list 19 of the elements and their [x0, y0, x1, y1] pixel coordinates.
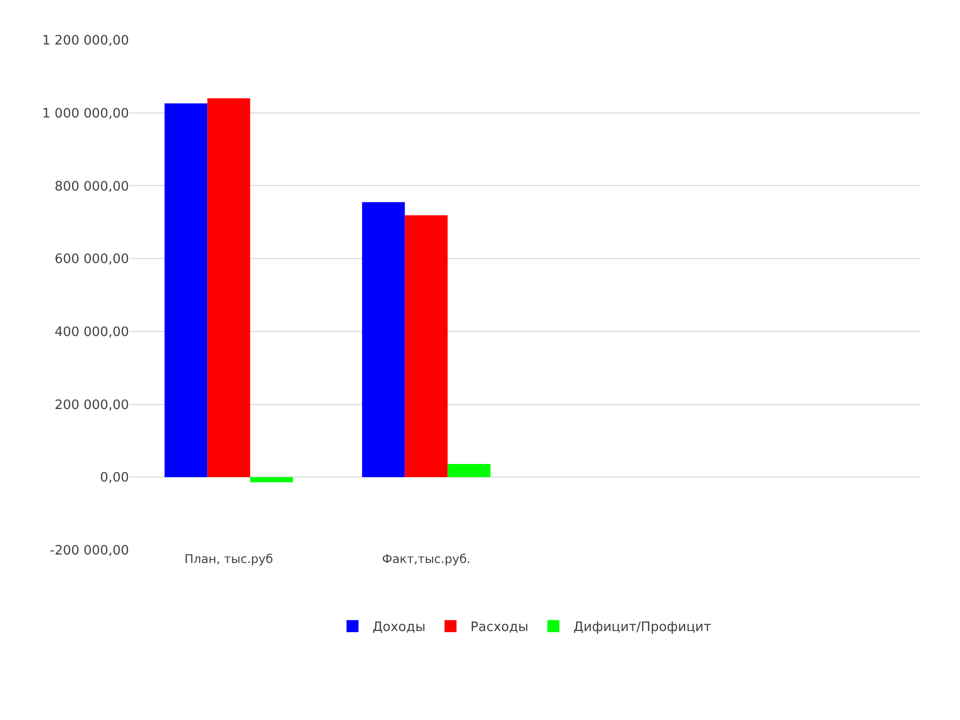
y-tick-label: 400 000,00: [54, 324, 129, 340]
legend-label: Доходы: [372, 620, 426, 636]
y-tick-label: 1 000 000,00: [42, 106, 129, 122]
bar: [207, 98, 250, 478]
bar: [250, 477, 293, 482]
x-tick-label: Факт,тыс.руб.: [382, 552, 471, 566]
bar: [404, 215, 448, 478]
y-tick-label: 800 000,00: [54, 179, 129, 194]
y-tick-label: 200 000,00: [54, 398, 129, 413]
legend-label: Дифицит/Профицит: [573, 620, 712, 636]
y-tick-label: 600 000,00: [54, 252, 129, 268]
y-tick-label: 1 200 000,00: [42, 34, 129, 49]
legend-label: Расходы: [470, 620, 528, 636]
bar: [164, 103, 208, 478]
y-tick-label: 0,00: [100, 470, 129, 486]
bar: [448, 464, 490, 478]
y-tick-label: -200 000,00: [50, 544, 129, 559]
x-tick-label: План, тыс.руб: [184, 552, 274, 566]
bar: [362, 202, 405, 478]
